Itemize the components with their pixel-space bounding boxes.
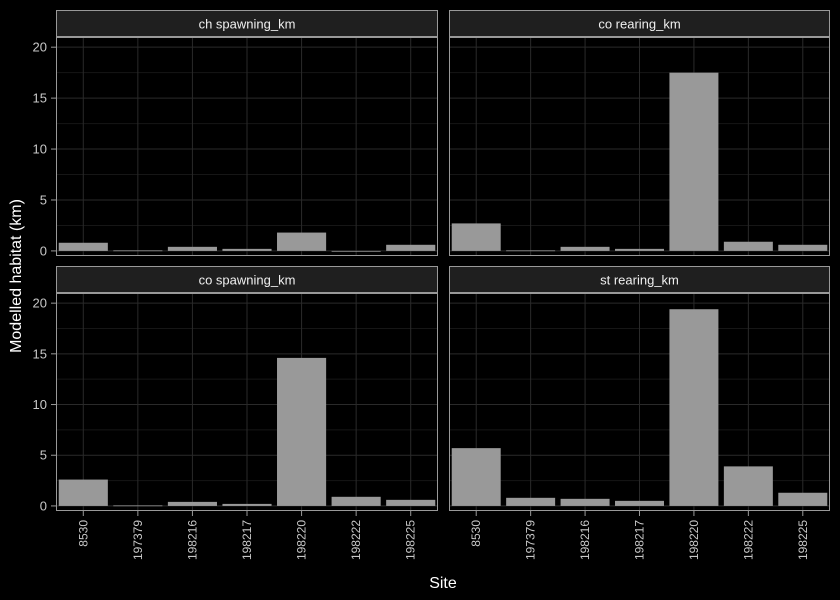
- bar: [58, 479, 108, 506]
- panel-border: [449, 37, 830, 256]
- bar: [113, 250, 163, 252]
- bar: [778, 492, 828, 506]
- x-tick-label: 198217: [240, 520, 254, 560]
- y-tick-label: 15: [33, 346, 47, 361]
- y-tick-label: 5: [40, 448, 47, 463]
- bar: [386, 499, 436, 506]
- bar: [167, 501, 217, 506]
- x-tick-label: 8530: [469, 520, 483, 547]
- facet-strip-label: st rearing_km: [600, 273, 679, 288]
- y-tick-label: 0: [40, 498, 47, 513]
- bar: [277, 357, 327, 506]
- bar: [58, 242, 108, 251]
- bar: [723, 241, 773, 251]
- facet-panel: st rearing_km: [449, 266, 830, 511]
- x-tick-label: 198225: [796, 520, 810, 560]
- bar: [277, 232, 327, 251]
- bar: [506, 250, 556, 252]
- x-tick-label: 198220: [295, 520, 309, 560]
- bar: [778, 244, 828, 251]
- facet-strip: [56, 10, 438, 37]
- bar: [669, 309, 719, 506]
- panel-border: [56, 293, 438, 511]
- bar: [669, 72, 719, 251]
- y-tick-label: 20: [33, 40, 47, 55]
- facet-panel: co rearing_km: [449, 10, 830, 256]
- bar: [615, 500, 664, 506]
- y-tick-label: 10: [33, 142, 47, 157]
- bar: [560, 498, 610, 506]
- facet-strip-label: co spawning_km: [199, 273, 296, 288]
- bar: [222, 248, 272, 251]
- panel-border: [449, 293, 830, 511]
- y-axis-title: Modelled habitat (km): [8, 199, 25, 353]
- bar: [167, 246, 217, 251]
- bar: [723, 466, 773, 506]
- x-tick-label: 198225: [404, 520, 418, 560]
- bar: [222, 503, 272, 506]
- x-tick-label: 197379: [131, 520, 145, 560]
- x-tick-label: 197379: [524, 520, 538, 560]
- facet-strip-label: ch spawning_km: [199, 17, 296, 32]
- bar: [451, 223, 501, 251]
- y-tick-label: 20: [33, 296, 47, 311]
- bar: [506, 497, 556, 506]
- facet-strip-label: co rearing_km: [598, 17, 680, 32]
- bar: [113, 505, 163, 507]
- facet-strip: [449, 10, 830, 37]
- x-tick-label: 198217: [633, 520, 647, 560]
- x-tick-label: 198216: [185, 520, 199, 560]
- bar: [560, 246, 610, 251]
- x-tick-label: 198216: [578, 520, 592, 560]
- bar: [331, 250, 381, 252]
- axes: 0 5 10 15 20 0 5 10 15 20 8530 197379 198216 198217 19…: [33, 40, 810, 560]
- y-tick-label: 10: [33, 397, 47, 412]
- bar: [451, 448, 501, 506]
- bar: [331, 496, 381, 506]
- bar: [615, 248, 664, 251]
- y-tick-label: 15: [33, 91, 47, 106]
- facet-strip: [56, 266, 438, 293]
- facet-panel: co spawning_km: [56, 266, 438, 511]
- bar: [386, 244, 436, 251]
- y-tick-label: 5: [40, 192, 47, 207]
- x-tick-label: 198222: [349, 520, 363, 560]
- x-tick-label: 8530: [76, 520, 90, 547]
- x-tick-label: 198222: [741, 520, 755, 560]
- facet-panel: ch spawning_km: [56, 10, 438, 256]
- y-tick-label: 0: [40, 243, 47, 258]
- facet-strip: [449, 266, 830, 293]
- panel-border: [56, 37, 438, 256]
- x-axis-title: Site: [429, 575, 457, 592]
- x-tick-label: 198220: [687, 520, 701, 560]
